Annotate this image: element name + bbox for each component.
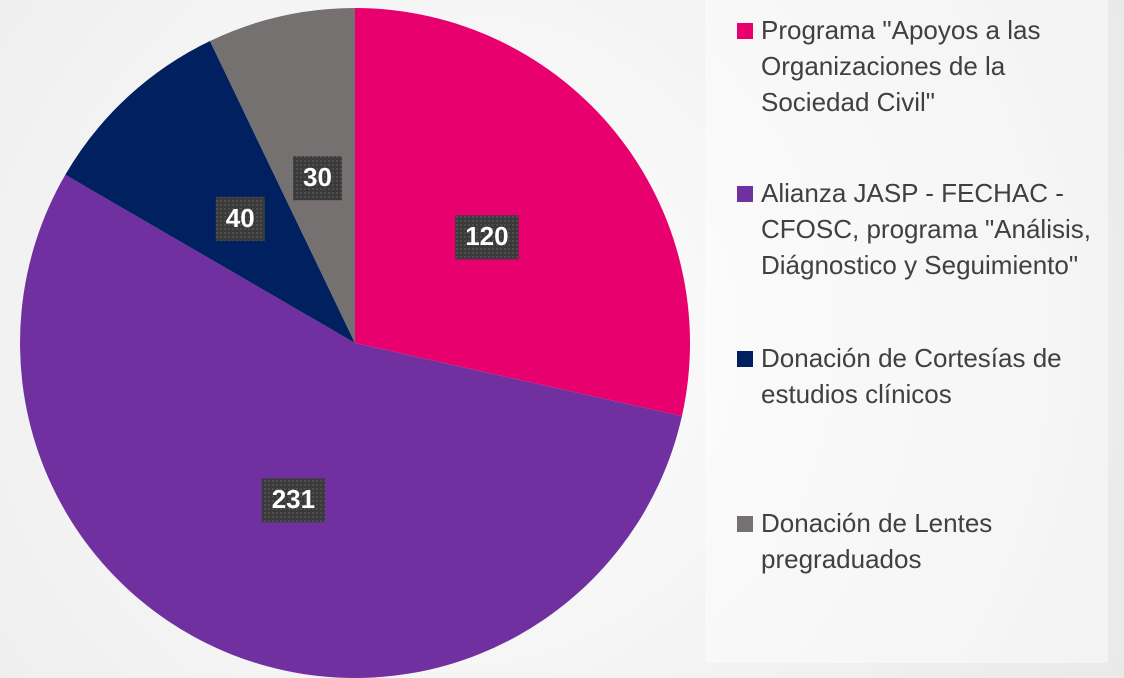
pie-slice bbox=[355, 8, 690, 417]
legend-label: Programa "Apoyos a las Organizaciones de… bbox=[761, 15, 1041, 117]
legend: Programa "Apoyos a las Organizaciones de… bbox=[705, 0, 1108, 663]
data-label-box bbox=[215, 196, 265, 241]
legend-swatch bbox=[737, 516, 753, 532]
data-label: 120 bbox=[465, 221, 508, 251]
pie-area: 120 231 40 30 bbox=[20, 8, 690, 678]
data-label-box bbox=[455, 215, 519, 260]
legend-label: Donación de Cortesías de estudios clínic… bbox=[761, 343, 1062, 409]
data-label-box bbox=[261, 478, 326, 523]
pie-slice bbox=[20, 174, 682, 678]
legend-swatch bbox=[737, 186, 753, 202]
data-label: 30 bbox=[303, 162, 332, 192]
pie-slice bbox=[209, 8, 355, 343]
data-label-group: 40 bbox=[215, 196, 265, 241]
data-label: 231 bbox=[272, 484, 315, 514]
legend-swatch bbox=[737, 23, 753, 39]
legend-swatch bbox=[737, 351, 753, 367]
data-label: 40 bbox=[226, 203, 255, 233]
data-label-group: 30 bbox=[293, 156, 342, 201]
data-label-box bbox=[293, 156, 342, 201]
data-label-group: 231 bbox=[261, 478, 326, 523]
pie-slice bbox=[65, 41, 356, 343]
legend-label: Donación de Lentes pregraduados bbox=[761, 508, 993, 574]
data-label-group: 120 bbox=[455, 215, 519, 260]
legend-label: Alianza JASP - FECHAC - CFOSC, programa … bbox=[761, 178, 1091, 280]
